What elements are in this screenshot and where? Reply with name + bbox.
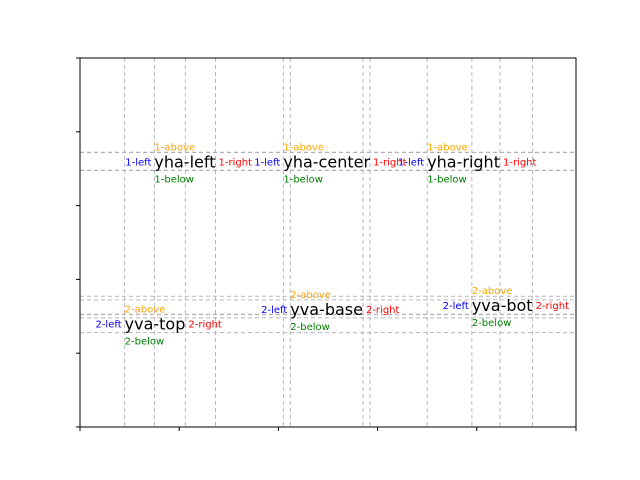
right-label: 1-right <box>219 157 253 168</box>
guide-lines <box>80 58 576 427</box>
below-label: 2-below <box>125 337 165 348</box>
main-label: yva-base <box>290 300 363 319</box>
below-label: 2-below <box>290 322 330 333</box>
above-label: 2-above <box>125 305 166 316</box>
right-label: 1-right <box>373 157 407 168</box>
left-label: 1-left <box>254 157 280 168</box>
above-label: 1-above <box>154 142 195 153</box>
below-label: 1-below <box>154 174 194 185</box>
right-label: 2-right <box>536 301 570 312</box>
main-label: yha-right <box>427 152 500 171</box>
right-label: 1-right <box>503 157 537 168</box>
above-label: 2-above <box>472 286 513 297</box>
left-label: 2-left <box>261 305 287 316</box>
main-label: yva-bot <box>472 296 533 315</box>
main-label: yha-left <box>154 152 215 171</box>
below-label: 2-below <box>472 318 512 329</box>
left-label: 1-left <box>125 157 151 168</box>
plot-frame <box>79 57 577 428</box>
left-label: 2-left <box>95 320 121 331</box>
above-label: 2-above <box>290 290 331 301</box>
left-label: 2-left <box>443 301 469 312</box>
main-label: yva-top <box>125 315 186 334</box>
left-label: 1-left <box>398 157 424 168</box>
main-label: yha-center <box>283 152 370 171</box>
axis-ticks <box>76 57 577 431</box>
above-label: 1-above <box>427 142 468 153</box>
above-label: 1-above <box>283 142 324 153</box>
below-label: 1-below <box>427 174 467 185</box>
right-label: 2-right <box>366 305 400 316</box>
below-label: 1-below <box>283 174 323 185</box>
right-label: 2-right <box>188 320 222 331</box>
